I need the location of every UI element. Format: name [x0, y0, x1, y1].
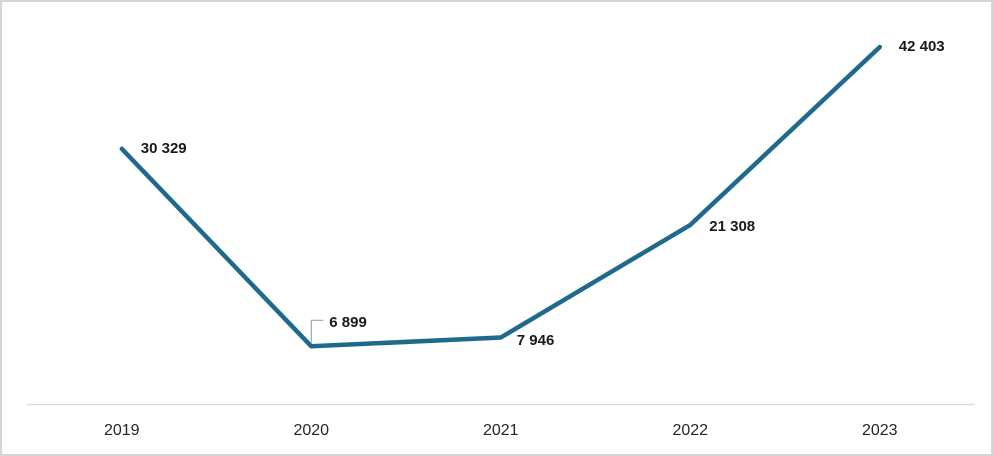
x-axis-label-2020: 2020	[293, 422, 330, 439]
x-axis-label-2019: 2019	[103, 422, 140, 439]
x-axis-label-2023: 2023	[861, 422, 898, 439]
data-label-leader-line	[310, 319, 324, 343]
data-label-2022: 21 308	[709, 217, 756, 235]
series-line	[119, 44, 883, 349]
data-label-2020: 6 899	[329, 314, 367, 332]
x-axis-label-2022: 2022	[672, 422, 709, 439]
data-label-2019: 30 329	[140, 139, 187, 157]
data-label-2021: 7 946	[516, 331, 555, 349]
data-label-2023: 42 403	[898, 38, 945, 55]
x-axis-label-2021: 2021	[482, 422, 519, 439]
